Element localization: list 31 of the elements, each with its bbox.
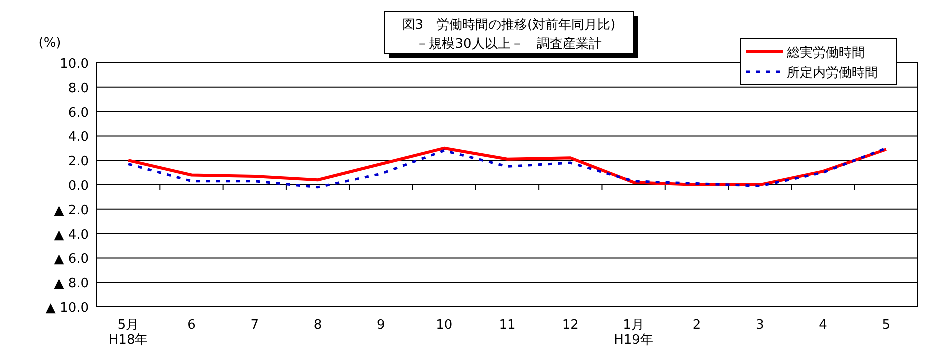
subtitle: －規模30人以上－ 調査産業計: [416, 37, 602, 52]
xtick: 9: [377, 318, 386, 333]
legend: 所定内労働時間: [787, 66, 878, 81]
xtick: 2: [692, 318, 702, 333]
ytick: 0.0: [68, 179, 89, 194]
ytick: ▲ 10.0: [46, 301, 89, 316]
xtick: 7: [250, 318, 260, 333]
xtick: 1月: [623, 318, 644, 333]
ytick: 6.0: [68, 106, 89, 121]
ytick: 10.0: [60, 57, 89, 72]
ytick: ▲ 8.0: [54, 276, 89, 292]
xtick: 11: [499, 318, 516, 333]
xtick: H18年: [108, 333, 148, 348]
ylabel: (%): [38, 36, 62, 51]
ytick: ▲ 2.0: [54, 203, 89, 218]
xtick: 10: [436, 318, 453, 333]
ytick: ▲ 6.0: [54, 252, 89, 268]
xtick: 4: [819, 318, 828, 333]
legend: 総実労働時間: [787, 46, 865, 61]
ytick: ▲ 4.0: [54, 228, 89, 243]
xtick: H19年: [614, 333, 654, 348]
ytick: 8.0: [68, 81, 89, 96]
xtick: 3: [756, 318, 764, 333]
xtick: 6: [188, 318, 196, 333]
ytick: 4.0: [68, 130, 89, 146]
xtick: 12: [562, 318, 579, 333]
ytick: 2.0: [68, 154, 89, 170]
xtick: 5月: [118, 318, 140, 333]
xtick: 8: [314, 318, 322, 333]
xtick: 5: [882, 318, 891, 333]
title: 図3 労働時間の推移(対前年同月比): [402, 18, 616, 33]
